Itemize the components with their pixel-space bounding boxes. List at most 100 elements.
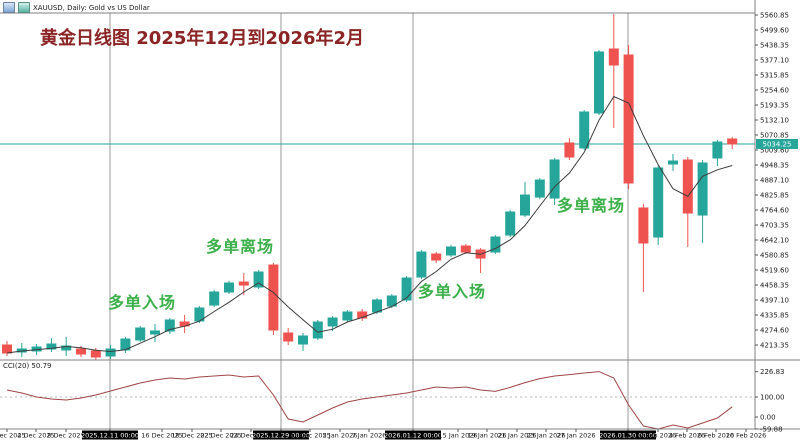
candle-body	[608, 48, 619, 66]
price-axis-label: 5499.60	[760, 27, 789, 35]
candle-body	[372, 299, 382, 313]
candle	[150, 324, 160, 342]
date-axis-label: 24 Dec 2025	[230, 432, 272, 440]
candle-body	[446, 246, 456, 256]
candle-body	[105, 348, 116, 357]
candle-body	[505, 211, 516, 236]
candle-body	[623, 54, 634, 184]
candle-body	[697, 162, 708, 216]
price-axis-label: 4519.60	[760, 267, 789, 275]
current-price-box	[756, 138, 798, 149]
price-axis-label: 5438.35	[760, 42, 789, 50]
candle	[209, 290, 220, 308]
candle	[549, 157, 560, 206]
price-axis-label: 5132.10	[760, 117, 789, 125]
price-axis-label: 5009.60	[760, 147, 789, 155]
candle-body	[460, 245, 471, 253]
price-axis-label: 4703.35	[760, 222, 789, 230]
cci-axis-label: -59.88	[760, 425, 783, 433]
candle-body	[224, 282, 234, 293]
candle	[164, 318, 175, 334]
candle	[594, 49, 604, 116]
candle	[697, 159, 708, 244]
candle-body	[312, 321, 323, 339]
candle	[475, 248, 486, 274]
candle-body	[579, 111, 590, 149]
date-axis-label: 4 Dec 2025	[17, 432, 54, 440]
candle	[416, 250, 427, 280]
candle-body	[342, 311, 353, 321]
candle	[682, 157, 693, 248]
candle-body	[549, 159, 560, 199]
price-axis-label: 5560.85	[760, 12, 789, 20]
date-axis-label: 16 Dec 2025	[141, 432, 183, 440]
cci-axis-label: 226.83	[760, 368, 785, 376]
price-axis-label: 4887.10	[760, 177, 789, 185]
price-axis-label: 4274.60	[760, 327, 789, 335]
candle	[298, 332, 308, 351]
price-axis-label: 4825.85	[760, 192, 789, 200]
candle-body	[401, 277, 412, 301]
symbol-title-bar: XAUUSD, Daily: Gold vs US Dollar	[3, 2, 150, 13]
date-axis-label: 5 Jan 2026	[323, 432, 358, 440]
price-axis-label: 5193.35	[760, 102, 789, 110]
candle	[327, 315, 338, 332]
date-axis-label: 2 Feb 2026	[640, 432, 676, 440]
candle	[342, 309, 353, 322]
date-axis-label: 2 Dec 2025	[0, 432, 26, 440]
candle-body	[534, 179, 545, 198]
candle	[179, 314, 190, 333]
cci-axis-label: 100.00	[760, 394, 785, 402]
candle	[194, 306, 205, 323]
date-highlight-box	[253, 430, 309, 440]
price-axis-label: 5254.60	[760, 87, 789, 95]
candle-body	[61, 345, 72, 351]
candle-body	[298, 335, 308, 345]
candle-body	[283, 332, 294, 342]
price-axis-label: 4764.60	[760, 207, 789, 215]
date-axis-label: 2025.12.29 00:00	[252, 432, 310, 440]
candle	[653, 165, 664, 246]
candle-body	[135, 327, 146, 341]
date-highlight-box	[385, 430, 441, 440]
cci-axis-label: 0.00	[760, 414, 776, 422]
candle-body	[76, 348, 86, 355]
trade-annotation: 多单离场	[557, 196, 626, 215]
candle-body	[253, 271, 264, 288]
candle	[623, 45, 634, 189]
price-axis-label: 4580.85	[760, 252, 789, 260]
candle-body	[46, 343, 57, 350]
date-axis-label: 2025.12.11 00:00	[81, 432, 139, 440]
candle	[253, 270, 264, 290]
moving-average-line	[6, 95, 733, 354]
date-axis-label: 2026.01.12 00:00	[384, 432, 442, 440]
candle-body	[520, 194, 530, 216]
candle-body	[564, 142, 575, 158]
date-axis-label: 8 Dec 2025	[47, 432, 84, 440]
price-axis-label: 4948.35	[760, 162, 789, 170]
candle	[638, 204, 649, 293]
chart-window-icon[interactable]	[3, 2, 15, 13]
date-axis-label: 4 Feb 2026	[669, 432, 705, 440]
candle-body	[90, 350, 101, 358]
candle	[46, 338, 57, 352]
price-axis-label: 4213.35	[760, 342, 789, 350]
candle-body	[431, 253, 442, 261]
candle-body	[2, 344, 12, 354]
candle	[2, 340, 12, 357]
date-highlight-box	[600, 430, 656, 440]
candle	[238, 273, 249, 296]
date-axis-label: 15 Jan 2026	[439, 432, 478, 440]
chart-symbol-icon[interactable]	[18, 2, 30, 13]
date-axis-label: 2026.01.30 00:00	[599, 432, 657, 440]
date-axis-label: 10 Feb 2026	[726, 432, 766, 440]
date-axis-label: 21 Jan 2026	[498, 432, 537, 440]
date-axis-label: 22 Dec 2025	[200, 432, 242, 440]
date-highlight-box	[82, 430, 138, 440]
trade-annotation: 多单离场	[206, 237, 275, 256]
candle-body	[150, 330, 160, 335]
candle-body	[638, 207, 649, 244]
candle	[505, 210, 516, 238]
